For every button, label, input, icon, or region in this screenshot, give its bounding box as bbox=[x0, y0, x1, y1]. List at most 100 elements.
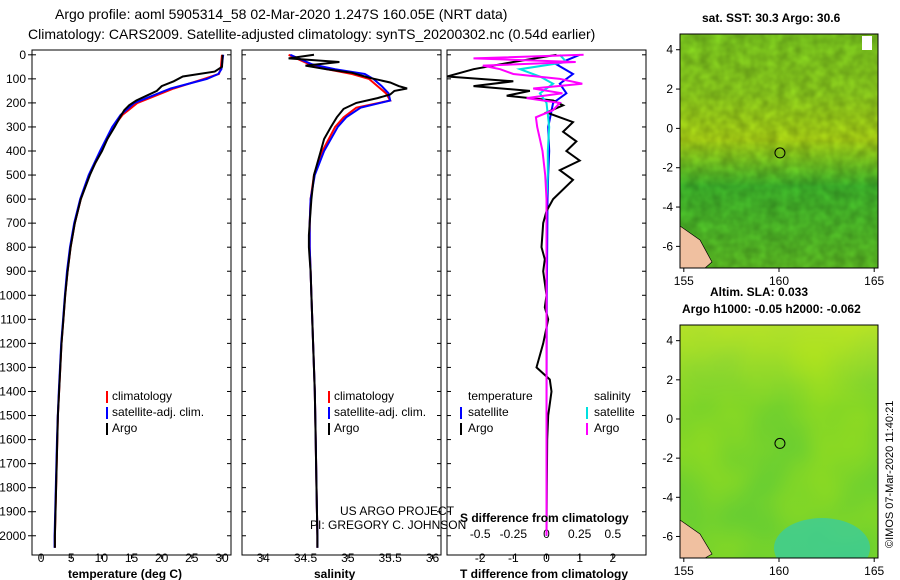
map-lat-label: -4 bbox=[662, 490, 673, 504]
temperature-series bbox=[53, 54, 225, 548]
x-tick-label: 34 bbox=[256, 551, 270, 565]
map-lat-label: -6 bbox=[662, 529, 673, 543]
no-data-patch bbox=[862, 36, 872, 50]
temperature-axis-label: temperature (deg C) bbox=[68, 567, 182, 580]
legend-label-satellite: satellite-adj. clim. bbox=[112, 405, 204, 419]
depth-tick-label: 1200 bbox=[0, 336, 26, 350]
depth-axis: 0 100 200 300 400 500 600 700 800 900 1000 1100 1200… bbox=[0, 48, 32, 543]
legend-title-salinity: salinity bbox=[594, 389, 631, 403]
salinity-legend: climatology satellite-adj. clim. Argo bbox=[328, 389, 426, 435]
depth-tick-label: 2000 bbox=[0, 529, 26, 543]
legend-label-argo: Argo bbox=[112, 421, 138, 435]
series-line-temperature-argo bbox=[447, 53, 582, 536]
s-tick-label: -0.5 bbox=[470, 527, 491, 541]
map-lat-label: 4 bbox=[666, 334, 673, 348]
imos-stamp: ©IMOS 07-Mar-2020 11:40:21 bbox=[884, 401, 896, 548]
salinity-axis-label: salinity bbox=[314, 567, 356, 580]
s-difference-label: S difference from climatology bbox=[460, 511, 629, 525]
map-lat-label: -2 bbox=[662, 451, 673, 465]
series-line-salinity-argo bbox=[473, 53, 584, 536]
temperature-legend: climatology satellite-adj. clim. Argo bbox=[106, 389, 204, 435]
s-tick-label: 0.25 bbox=[568, 527, 592, 541]
salinity-x-axis: 34 34.5 35 35.5 36 bbox=[242, 54, 441, 565]
map-lat-label: -4 bbox=[662, 200, 673, 214]
x-tick-label: 1 bbox=[576, 551, 583, 565]
depth-tick-label: 600 bbox=[6, 192, 26, 206]
x-tick-label: 35 bbox=[341, 551, 355, 565]
x-tick-label: 10 bbox=[95, 551, 109, 565]
series-line-climatology bbox=[53, 54, 223, 548]
series-line-temperature-satellite bbox=[545, 53, 581, 536]
sla-map-image bbox=[680, 325, 878, 558]
map-lat-label: 4 bbox=[666, 43, 673, 57]
depth-tick-label: 700 bbox=[6, 216, 26, 230]
x-tick-label: 0 bbox=[543, 551, 550, 565]
map-lat-label: 2 bbox=[666, 373, 673, 387]
x-tick-label: 30 bbox=[215, 551, 229, 565]
depth-tick-label: 1100 bbox=[0, 312, 26, 326]
temperature-x-axis: 0 5 10 15 20 25 30 bbox=[32, 54, 231, 565]
pi-annotation: PI: GREGORY C. JOHNSON bbox=[310, 518, 466, 532]
map-lat-label: -6 bbox=[662, 239, 673, 253]
sst-map-axes: 155 160 165 4 2 0 -2 -4 -6 bbox=[662, 43, 884, 288]
x-tick-label: 20 bbox=[155, 551, 169, 565]
map-lat-label: 0 bbox=[666, 121, 673, 135]
s-tick-label: 0.5 bbox=[604, 527, 621, 541]
legend-label-climatology: climatology bbox=[334, 389, 394, 403]
series-line-satellite-adj-clim- bbox=[289, 53, 392, 548]
map-lon-label: 155 bbox=[674, 274, 694, 288]
x-tick-label: -2 bbox=[475, 551, 486, 565]
legend-label-climatology: climatology bbox=[112, 389, 172, 403]
series-line-climatology bbox=[288, 53, 392, 548]
coastline-shape bbox=[680, 519, 713, 558]
title-line-2: Climatology: CARS2009. Satellite-adjuste… bbox=[28, 26, 596, 42]
depth-tick-label: 0 bbox=[19, 48, 26, 62]
salinity-series bbox=[288, 53, 408, 548]
map-lon-label: 160 bbox=[769, 564, 789, 578]
x-tick-label: -1 bbox=[508, 551, 519, 565]
x-tick-label: 34.5 bbox=[294, 551, 318, 565]
salinity-panel-frame bbox=[241, 49, 442, 556]
s-tick-label: -0.25 bbox=[500, 527, 528, 541]
map-lat-label: 0 bbox=[666, 412, 673, 426]
x-tick-label: 15 bbox=[125, 551, 139, 565]
depth-tick-label: 1500 bbox=[0, 409, 26, 423]
map-lon-label: 165 bbox=[864, 274, 884, 288]
sst-map-title: sat. SST: 30.3 Argo: 30.6 bbox=[702, 11, 841, 25]
series-line-argo bbox=[53, 54, 224, 548]
sla-high-patch bbox=[774, 518, 870, 558]
depth-tick-label: 1600 bbox=[0, 433, 26, 447]
map-lat-label: 2 bbox=[666, 82, 673, 96]
t-difference-label: T difference from climatology bbox=[460, 567, 628, 580]
series-line-salinity-satellite bbox=[516, 54, 569, 536]
legend-label-s-argo: Argo bbox=[594, 421, 620, 435]
x-tick-label: 35.5 bbox=[379, 551, 403, 565]
x-tick-label: 25 bbox=[185, 551, 199, 565]
legend-label-s-satellite: satellite bbox=[594, 405, 635, 419]
difference-x-axis: -2 -1 0 1 2-0.5 -0.25 0 0.25 0.5 bbox=[447, 54, 646, 565]
series-line-argo bbox=[288, 53, 408, 548]
difference-legend: temperature satellite Argo salinity sate… bbox=[460, 389, 635, 435]
depth-tick-label: 500 bbox=[6, 168, 26, 182]
series-line-satellite-adj-clim- bbox=[53, 54, 225, 548]
sst-argo-marker bbox=[774, 147, 786, 159]
depth-tick-label: 1400 bbox=[0, 384, 26, 398]
coastline-shape bbox=[680, 225, 713, 268]
sla-map-title-2: Argo h1000: -0.05 h2000: -0.062 bbox=[682, 302, 861, 316]
depth-tick-label: 800 bbox=[6, 240, 26, 254]
depth-tick-label: 300 bbox=[6, 120, 26, 134]
depth-tick-label: 100 bbox=[6, 72, 26, 86]
depth-tick-label: 900 bbox=[6, 264, 26, 278]
legend-label-argo: Argo bbox=[334, 421, 360, 435]
project-annotation: US ARGO PROJECT bbox=[340, 504, 455, 518]
legend-label-t-argo: Argo bbox=[468, 421, 494, 435]
depth-tick-label: 1800 bbox=[0, 481, 26, 495]
map-lat-label: -2 bbox=[662, 161, 673, 175]
temperature-panel-frame bbox=[31, 49, 232, 556]
depth-tick-label: 1300 bbox=[0, 360, 26, 374]
sst-map-image bbox=[680, 34, 878, 268]
depth-tick-label: 400 bbox=[6, 144, 26, 158]
sla-map-title-1: Altim. SLA: 0.033 bbox=[710, 285, 808, 299]
sla-map-axes: 155 160 165 4 2 0 -2 -4 -6 bbox=[662, 334, 884, 578]
